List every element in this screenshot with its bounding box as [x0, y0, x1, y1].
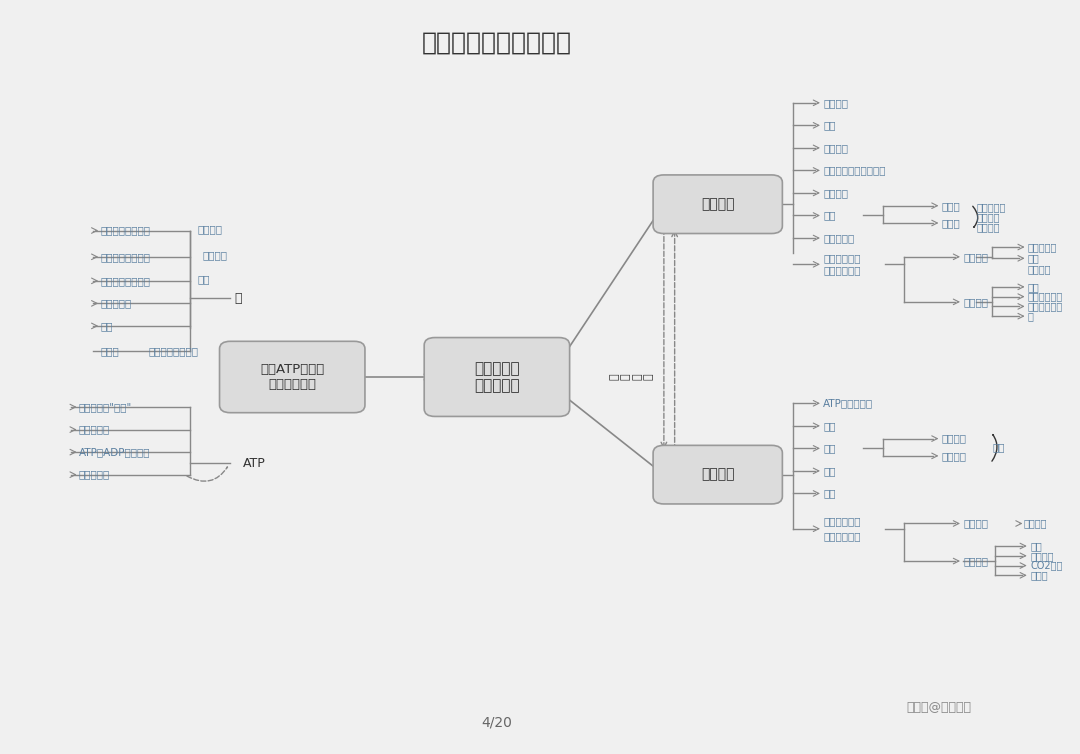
Text: CO2浓度: CO2浓度 [1030, 560, 1063, 571]
Text: 总反应式: 总反应式 [823, 188, 848, 198]
Text: 能量之源: 能量之源 [823, 98, 848, 108]
Text: 方式: 方式 [823, 443, 836, 453]
FancyBboxPatch shape [653, 446, 782, 504]
FancyArrowPatch shape [991, 434, 997, 461]
Text: 细胞代谢: 细胞代谢 [198, 224, 222, 234]
Text: 影响酶活性的因素: 影响酶活性的因素 [149, 345, 199, 356]
Text: 温度: 温度 [1030, 541, 1042, 551]
Text: 细胞的能量"通货": 细胞的能量"通货" [79, 402, 132, 412]
Text: 酶与ATP在细胞
代谢中的作用: 酶与ATP在细胞 代谢中的作用 [260, 363, 324, 391]
Text: 外界因素: 外界因素 [963, 297, 988, 307]
Text: 意义: 意义 [823, 489, 836, 498]
Text: 细胞的能量供应和利用: 细胞的能量供应和利用 [422, 31, 572, 55]
FancyArrowPatch shape [973, 207, 977, 227]
Text: 发现历程: 发现历程 [203, 250, 228, 260]
Text: 场所，条件: 场所，条件 [976, 202, 1005, 212]
Text: 酶活性: 酶活性 [100, 345, 119, 356]
Text: 细胞呼吸: 细胞呼吸 [701, 467, 734, 482]
Text: 内部因素: 内部因素 [963, 252, 988, 262]
Text: 叶龄: 叶龄 [1028, 253, 1040, 263]
Text: 来源；功能；本质: 来源；功能；本质 [100, 276, 150, 286]
Text: 光反应: 光反应 [942, 201, 960, 210]
Text: 内部因素: 内部因素 [963, 519, 988, 529]
Text: 相
互
关
系: 相 互 关 系 [609, 374, 654, 380]
Text: 温度: 温度 [1028, 282, 1040, 292]
Text: 种类和利用: 种类和利用 [100, 299, 132, 308]
Text: 特性: 特性 [100, 321, 113, 331]
Text: 探究历程: 探究历程 [823, 143, 848, 153]
FancyArrowPatch shape [187, 467, 228, 481]
Text: 降低反应的活化能: 降低反应的活化能 [100, 225, 150, 235]
Text: 概念: 概念 [198, 274, 210, 284]
Text: 实质、意义: 实质、意义 [823, 233, 854, 243]
Text: 实质: 实质 [823, 466, 836, 476]
FancyBboxPatch shape [219, 342, 365, 412]
Text: 概念: 概念 [823, 421, 836, 431]
Text: 的因素及应用: 的因素及应用 [823, 532, 861, 541]
Text: 光合作用: 光合作用 [701, 198, 734, 211]
Text: 酶: 酶 [234, 292, 242, 305]
Text: 关于酶本质的探索: 关于酶本质的探索 [100, 252, 150, 262]
Text: ATP: ATP [243, 457, 266, 470]
Text: 光照强度: 光照强度 [1028, 265, 1052, 274]
Text: 环境因素: 环境因素 [963, 556, 988, 566]
Text: 过程: 过程 [823, 210, 836, 220]
Text: 有氧呼吸: 有氧呼吸 [942, 434, 967, 443]
Text: ATP的主要来源: ATP的主要来源 [823, 398, 874, 409]
Text: 含水量: 含水量 [1030, 570, 1048, 581]
FancyBboxPatch shape [653, 175, 782, 234]
Text: 叶面积指数: 叶面积指数 [1028, 242, 1057, 252]
Text: 结构和功能: 结构和功能 [79, 425, 110, 434]
FancyBboxPatch shape [424, 338, 569, 416]
Text: 影响光合作用: 影响光合作用 [823, 253, 861, 263]
Text: 影响呼吸作用: 影响呼吸作用 [823, 516, 861, 526]
Text: 的因素及应用: 的因素及应用 [823, 265, 861, 275]
Text: 氧气浓度: 氧气浓度 [1030, 550, 1054, 561]
Text: 叶绿体中的色素、功能: 叶绿体中的色素、功能 [823, 165, 886, 176]
Text: 细胞的能量
供应和利用: 细胞的能量 供应和利用 [474, 361, 519, 393]
Text: 再生和利用: 再生和利用 [79, 470, 110, 480]
Text: 比较: 比较 [993, 442, 1004, 452]
Text: 水: 水 [1028, 311, 1034, 321]
Text: 概念: 概念 [823, 121, 836, 130]
Text: 遗传因素: 遗传因素 [1024, 519, 1048, 529]
Text: 二氧化碳浓度: 二氧化碳浓度 [1028, 292, 1063, 302]
Text: ATP与ADP相互转化: ATP与ADP相互转化 [79, 447, 150, 457]
Text: 暗反应: 暗反应 [942, 218, 960, 228]
Text: 4/20: 4/20 [482, 716, 512, 730]
Text: 物质变化: 物质变化 [976, 212, 1000, 222]
Text: 能量变化: 能量变化 [976, 222, 1000, 231]
Text: 必需矿质元素: 必需矿质元素 [1028, 302, 1063, 311]
Text: 无氧呼吸: 无氧呼吸 [942, 451, 967, 461]
Text: 搜狐号@物理大师: 搜狐号@物理大师 [906, 701, 971, 714]
